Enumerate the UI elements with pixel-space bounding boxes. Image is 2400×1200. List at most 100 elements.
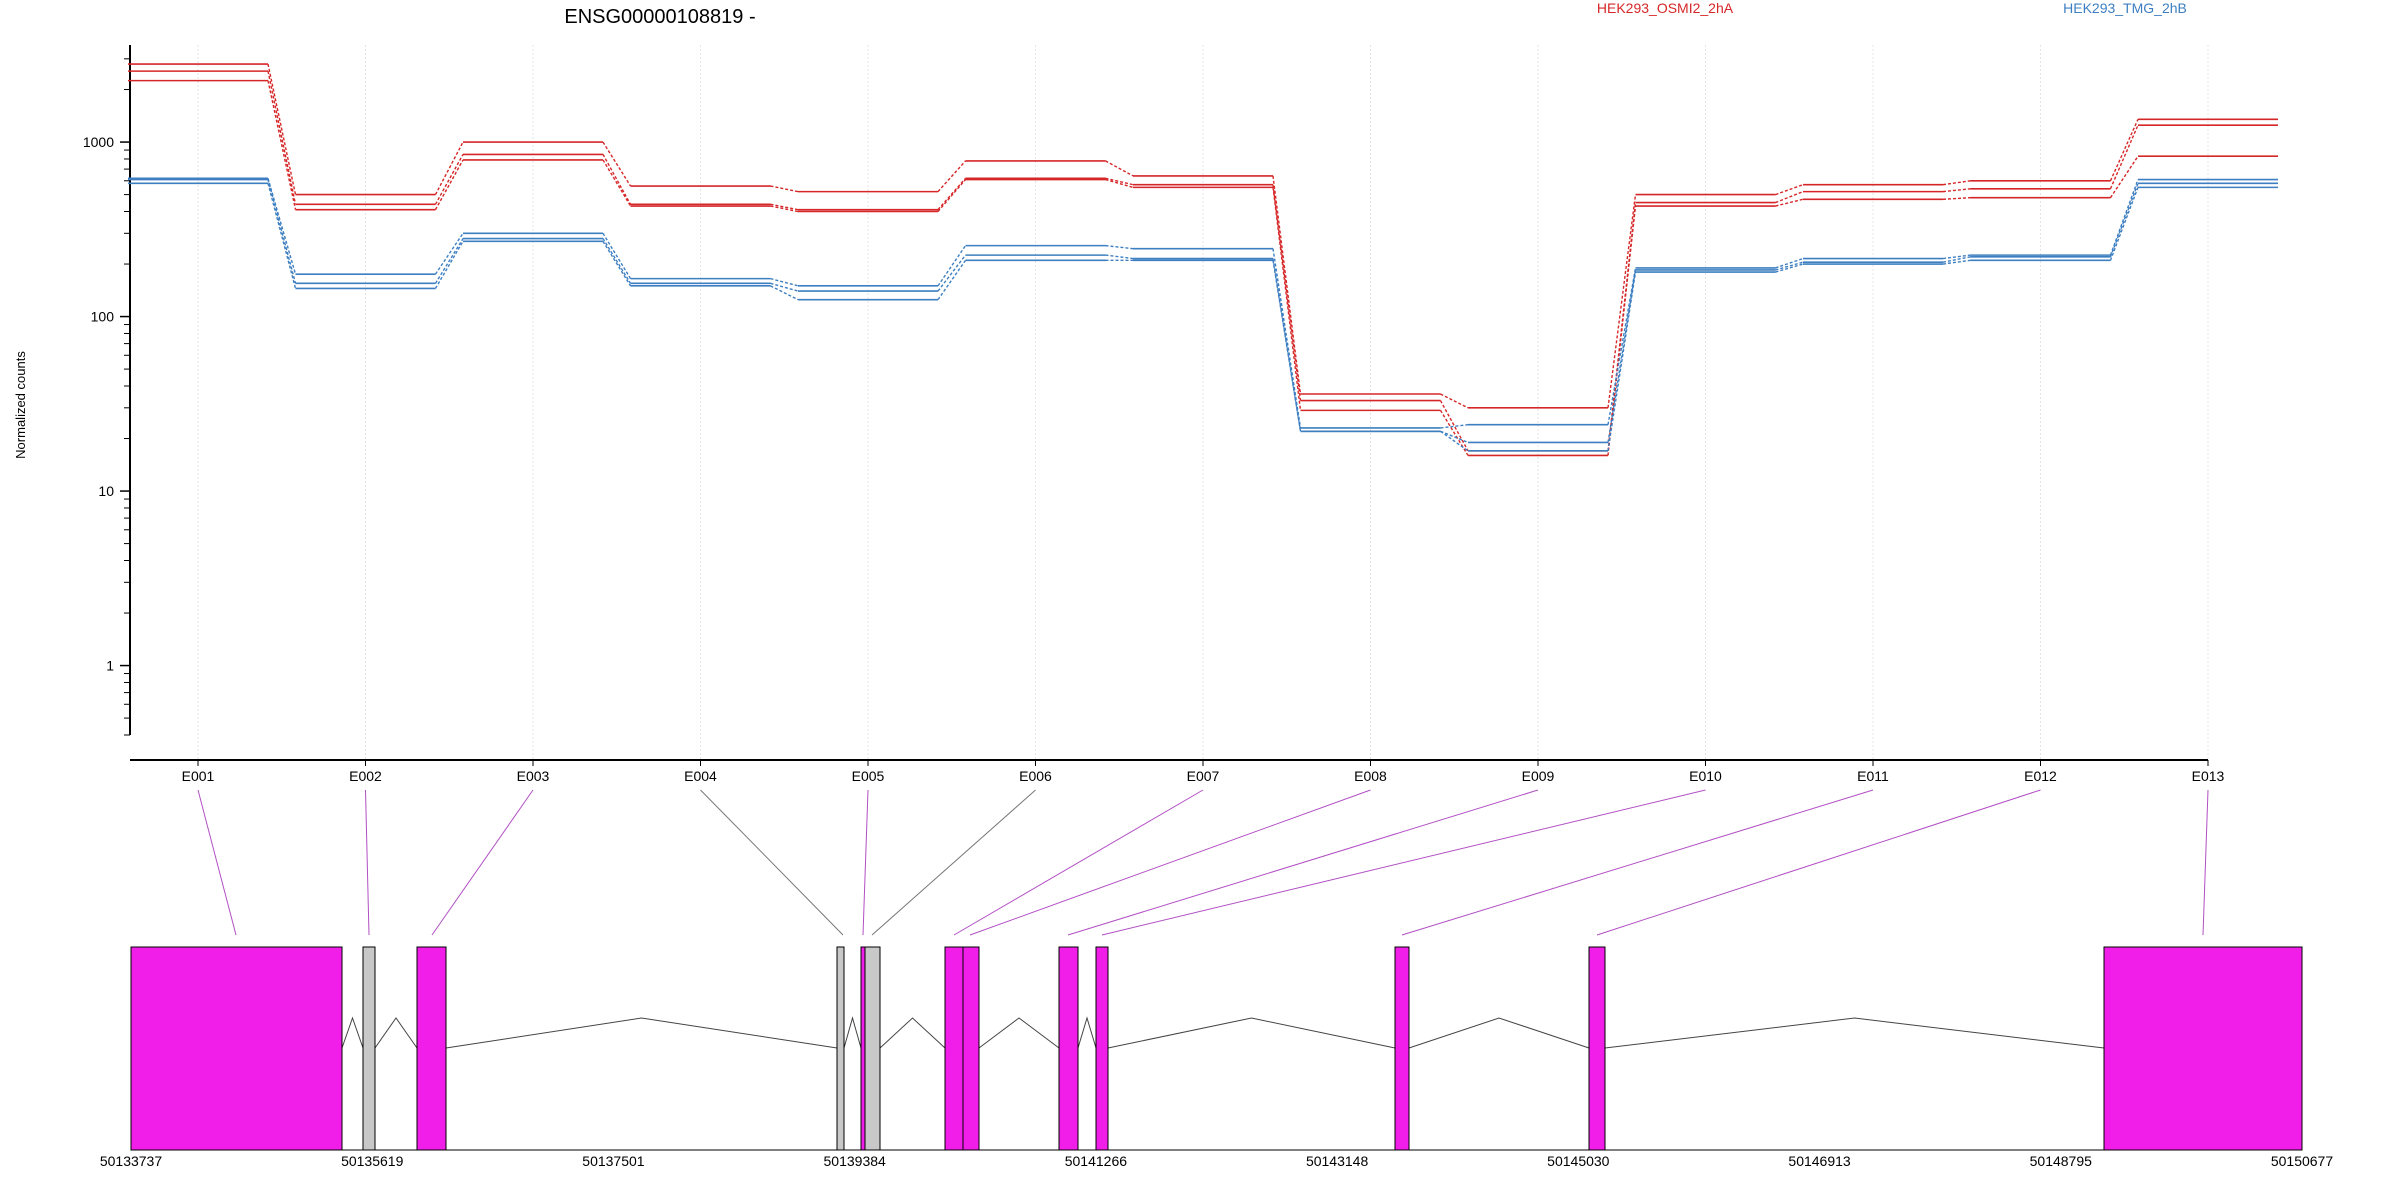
x-tick-label: E010 <box>1689 768 1722 784</box>
transition-line <box>1607 205 1637 456</box>
exon-box <box>1588 946 1606 1151</box>
transition-line <box>1942 259 1971 265</box>
transition-line <box>937 177 967 211</box>
series-line <box>128 182 2278 452</box>
genomic-tick-label: 50137501 <box>582 1153 645 1169</box>
transition-line <box>267 179 297 284</box>
exon-connector <box>1401 789 1874 936</box>
axes: 1 10 100 1000 E001 E002 E003 E004 E005 E006 E007 E0… <box>83 45 2225 784</box>
transition-line <box>1942 188 1971 193</box>
transition-line <box>1272 187 1302 411</box>
exon-box <box>860 946 866 1151</box>
transition-line <box>1272 248 1302 429</box>
transition-line <box>602 154 632 205</box>
transition-line <box>2109 124 2139 190</box>
genomic-tick-label: 50146913 <box>1788 1153 1851 1169</box>
genomic-axis: 50133737 50135619 50137501 50139384 50141266… <box>100 1149 2334 1169</box>
transition-line <box>937 179 967 212</box>
exon-connector <box>2202 789 2209 936</box>
transition-line <box>1775 263 1804 273</box>
transition-line <box>434 238 464 284</box>
genomic-tick-label: 50148795 <box>2030 1153 2093 1169</box>
exon-connector <box>953 789 1204 936</box>
transition-line <box>1607 267 1637 425</box>
transition-line <box>602 240 632 287</box>
transition-line <box>2109 183 2139 258</box>
transition-line <box>1105 160 1134 177</box>
y-axis-label: Normalized counts <box>13 351 28 459</box>
transition-line <box>1942 254 1971 260</box>
transition-line <box>1942 180 1971 186</box>
transition-line <box>770 185 799 193</box>
transition-line <box>1439 400 1469 452</box>
exon-connector <box>700 789 844 936</box>
vertical-gridlines <box>197 45 2209 760</box>
exon-box <box>864 946 881 1151</box>
intron-line <box>374 1017 418 1049</box>
transition-line <box>434 154 464 205</box>
genomic-tick-label: 50133737 <box>100 1153 163 1169</box>
transition-line <box>1607 271 1637 451</box>
genomic-tick-label: 50135619 <box>341 1153 404 1169</box>
x-tick-label: E004 <box>684 768 717 784</box>
intron-line <box>341 1016 364 1049</box>
transition-line <box>770 282 799 292</box>
exon-connector <box>1067 789 1539 936</box>
transition-line <box>267 63 297 195</box>
transition-line <box>602 141 632 187</box>
intron-line <box>1604 1017 2105 1049</box>
genomic-tick-label: 50139384 <box>824 1153 887 1169</box>
transition-line <box>1440 430 1469 452</box>
y-tick-label: 100 <box>91 309 115 325</box>
transition-line <box>1272 260 1302 432</box>
transition-line <box>434 240 464 289</box>
x-tick-label: E013 <box>2192 768 2225 784</box>
genomic-tick-label: 50150677 <box>2271 1153 2334 1169</box>
exon-box <box>362 946 376 1151</box>
transition-line <box>2109 155 2139 199</box>
x-tick-label: E009 <box>1522 768 1555 784</box>
exon-box <box>962 946 980 1151</box>
exon-connector <box>197 789 237 936</box>
transition-line <box>1942 196 1971 200</box>
genomic-tick-label: 50143148 <box>1306 1153 1369 1169</box>
transition-line <box>2109 179 2139 256</box>
y-tick-label: 10 <box>98 483 114 499</box>
transition-line <box>770 285 799 301</box>
exon-box <box>416 946 447 1151</box>
transition-line <box>1439 410 1469 456</box>
gene-model <box>130 946 2303 1151</box>
transition-line <box>1775 190 1804 204</box>
transition-line <box>1105 244 1134 250</box>
transition-line <box>1440 424 1469 429</box>
y-tick-label: 1 <box>106 658 114 674</box>
transition-line <box>770 203 799 211</box>
transition-line <box>1440 393 1469 409</box>
exon-connector <box>365 789 370 936</box>
transition-line <box>937 254 967 292</box>
transition-line <box>1607 194 1637 408</box>
transition-line <box>434 159 464 210</box>
genomic-tick-label: 50141266 <box>1065 1153 1128 1169</box>
series-line <box>128 79 2278 457</box>
exon-connector <box>871 789 1036 936</box>
legend-entry: HEK293_OSMI2_2hA <box>1597 0 1734 16</box>
transition-line <box>1607 269 1637 443</box>
series-line <box>128 177 2278 429</box>
transition-line <box>602 238 632 284</box>
x-tick-label: E006 <box>1019 768 1052 784</box>
exon-box <box>1394 946 1410 1151</box>
legend: HEK293_OSMI2_2hA HEK293_TMG_2hB <box>1597 0 2187 16</box>
exon-connector <box>969 789 1371 936</box>
chart-title: ENSG00000108819 - <box>564 6 755 28</box>
exon-connector <box>1596 789 2041 936</box>
transition-line <box>1272 184 1302 401</box>
transition-line <box>267 80 297 210</box>
transition-line <box>770 205 799 213</box>
intron-line <box>445 1017 838 1049</box>
transition-line <box>1942 256 1971 263</box>
x-tick-label: E008 <box>1354 768 1387 784</box>
intron-line <box>879 1017 946 1049</box>
x-tick-label: E012 <box>2024 768 2057 784</box>
